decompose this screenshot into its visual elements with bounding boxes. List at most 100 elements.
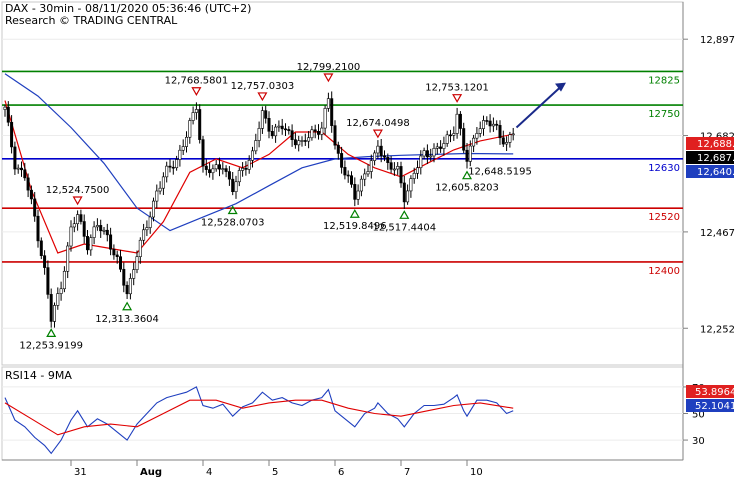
candle-body xyxy=(33,198,37,217)
candle-body xyxy=(297,140,301,146)
candle-body xyxy=(303,140,307,142)
high-marker xyxy=(191,87,202,96)
ma-slow-line xyxy=(4,73,514,232)
candle-body xyxy=(251,150,255,161)
candle-body xyxy=(26,177,30,191)
candle-body xyxy=(254,140,258,152)
candle-body xyxy=(165,165,169,178)
candle-body xyxy=(138,239,142,257)
candle-body xyxy=(389,162,393,170)
candle-body xyxy=(39,240,43,256)
price-tag-label: 12,688.7 xyxy=(697,139,735,150)
price-tick-label: 12,467 xyxy=(700,228,735,239)
candle-body xyxy=(105,229,109,236)
candle-body xyxy=(49,294,53,322)
candle-body xyxy=(158,187,162,192)
candle-body xyxy=(373,152,377,161)
candle-body xyxy=(283,128,287,131)
candle-body xyxy=(432,148,436,157)
candle-body xyxy=(274,126,278,137)
candle-body xyxy=(16,167,20,170)
candle-body xyxy=(300,140,304,142)
rsi-title: RSI14 - 9MA xyxy=(5,369,72,382)
candle-body xyxy=(214,164,218,170)
candle-body xyxy=(277,125,281,128)
candle-body xyxy=(379,145,383,156)
candle-body xyxy=(481,120,485,129)
candle-body xyxy=(323,108,327,129)
price-tag-label: 12,640.9 xyxy=(697,167,735,178)
candle-body xyxy=(422,150,426,157)
high-marker xyxy=(323,73,334,83)
price-tag-box xyxy=(686,137,734,150)
time-tick-label: 31 xyxy=(74,467,87,478)
rsi-ma-line xyxy=(4,399,514,436)
candle-body xyxy=(211,168,215,174)
candle-body xyxy=(346,174,350,177)
candle-body xyxy=(161,176,165,189)
candle-body xyxy=(23,169,27,179)
candle-body xyxy=(264,110,268,119)
low-marker xyxy=(227,205,238,215)
candle-body xyxy=(313,129,317,132)
candle-body xyxy=(340,153,344,168)
candle-body xyxy=(472,137,476,147)
candle-body xyxy=(363,173,367,180)
candle-body xyxy=(178,149,182,160)
low-label: 12,313.3604 xyxy=(95,314,159,325)
candle-body xyxy=(406,190,410,203)
candle-body xyxy=(415,167,419,174)
low-marker xyxy=(461,170,473,180)
candle-body xyxy=(221,168,225,170)
candle-body xyxy=(168,165,172,168)
level-annotation-label: 12,648.5195 xyxy=(468,167,532,178)
time-tick-label: 4 xyxy=(206,467,212,478)
rsi-tag-label: 53.8964 xyxy=(695,387,735,398)
candle-body xyxy=(353,184,357,200)
candle-body xyxy=(224,168,228,172)
low-marker xyxy=(349,209,360,218)
annotations: 12,253.9199 12,524.7500 12,313.3604 12,768.… xyxy=(19,62,566,351)
candle-body xyxy=(392,168,396,171)
candle-body xyxy=(36,215,40,242)
rsi-lines xyxy=(4,386,514,455)
candle-body xyxy=(194,109,198,113)
candle-body xyxy=(109,234,113,250)
candle-body xyxy=(29,189,33,200)
candle-body xyxy=(501,137,505,145)
candle-body xyxy=(475,133,479,139)
candle-body xyxy=(218,164,222,170)
chart-title: DAX - 30min - 08/11/2020 05:36:46 (UTC+2… xyxy=(5,2,251,15)
time-axis: 31 Aug 4 5 6 7 10 xyxy=(70,460,483,478)
candle-body xyxy=(356,190,360,200)
candle-body xyxy=(13,146,17,170)
candle-body xyxy=(125,284,129,295)
chart-source: Research © TRADING CENTRAL xyxy=(5,14,178,27)
low-label: 12,605.8203 xyxy=(435,183,499,194)
candle-body xyxy=(359,178,363,192)
candle-body xyxy=(188,120,192,138)
candle-body xyxy=(280,125,284,130)
candle-body xyxy=(3,106,7,110)
rsi-line xyxy=(4,386,514,455)
low-label: 12,517.4404 xyxy=(372,222,436,233)
candle-body xyxy=(152,200,156,218)
candle-body xyxy=(62,270,66,290)
candle-body xyxy=(382,155,386,158)
candle-body xyxy=(122,268,126,286)
candle-body xyxy=(95,225,99,228)
candle-body xyxy=(376,145,380,154)
candle-body xyxy=(491,123,495,127)
time-tick-label: 7 xyxy=(404,467,410,478)
candle-body xyxy=(495,123,499,126)
candle-body xyxy=(142,229,146,241)
time-tick-label: 5 xyxy=(272,467,278,478)
candle-body xyxy=(72,223,76,228)
candle-body xyxy=(115,254,119,257)
candle-body xyxy=(498,125,502,139)
candle-body xyxy=(336,144,340,154)
rsi-tag-label: 52.1041 xyxy=(695,401,735,412)
candle-body xyxy=(128,278,132,295)
candle-body xyxy=(485,120,489,122)
candle-body xyxy=(231,178,235,193)
